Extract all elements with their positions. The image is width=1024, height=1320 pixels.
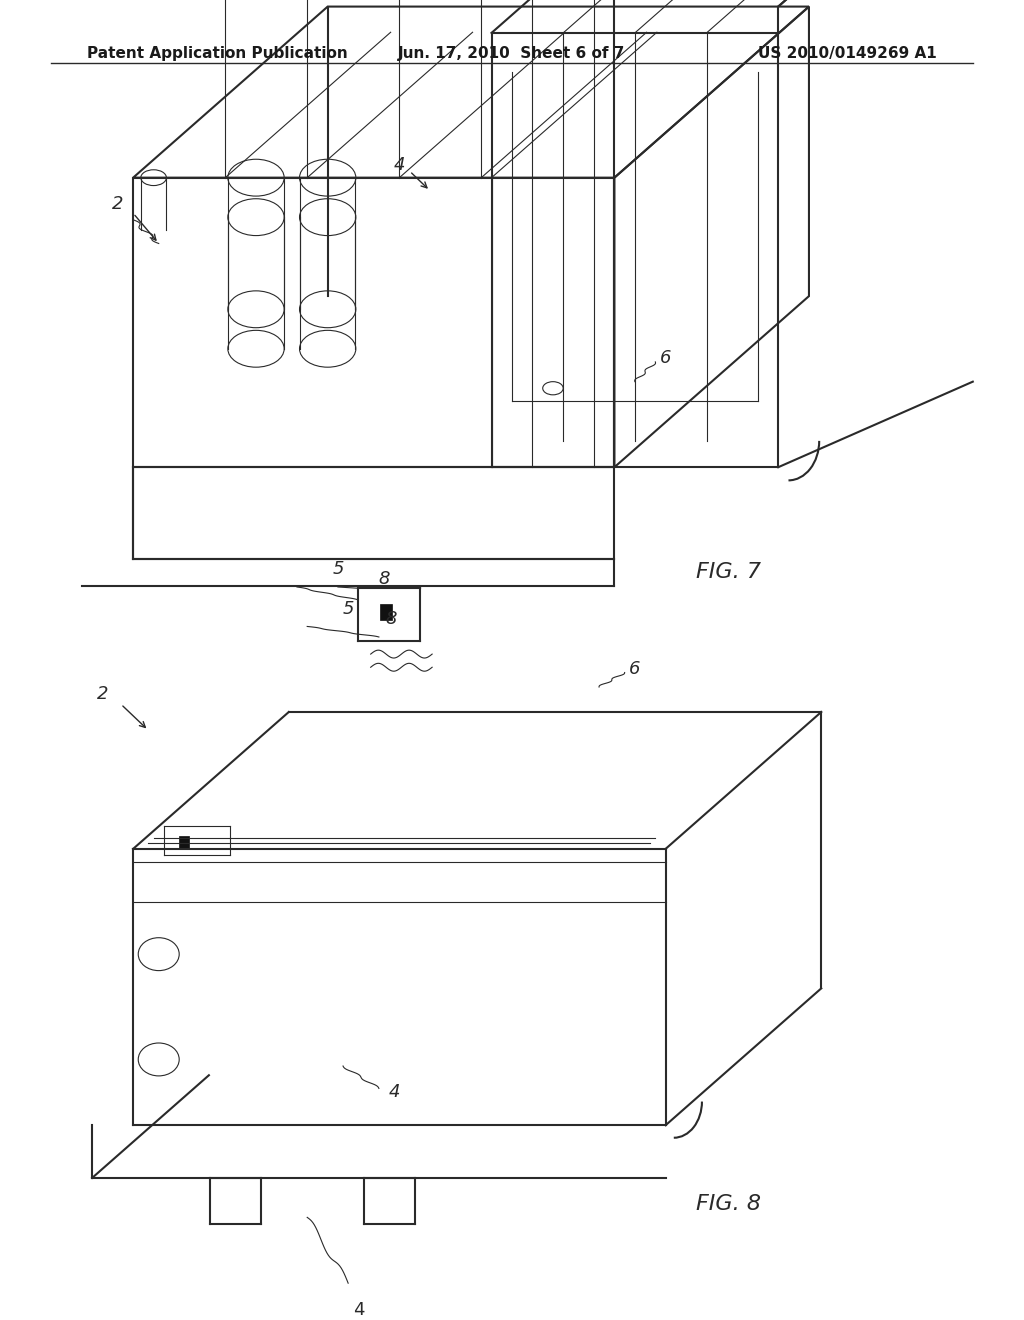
Text: FIG. 7: FIG. 7	[696, 562, 761, 582]
Text: US 2010/0149269 A1: US 2010/0149269 A1	[758, 46, 937, 61]
Text: 2: 2	[96, 685, 109, 702]
Polygon shape	[179, 836, 189, 849]
Text: 4: 4	[393, 156, 406, 173]
Text: 4: 4	[388, 1084, 400, 1101]
Text: 8: 8	[378, 570, 390, 589]
Text: 2: 2	[112, 195, 124, 213]
Text: Patent Application Publication: Patent Application Publication	[87, 46, 348, 61]
Text: 4: 4	[352, 1300, 365, 1319]
Text: 6: 6	[659, 348, 672, 367]
Text: 5: 5	[332, 560, 344, 578]
Text: 6: 6	[629, 660, 641, 677]
Text: 8: 8	[385, 610, 397, 627]
Text: FIG. 8: FIG. 8	[696, 1195, 761, 1214]
Polygon shape	[380, 605, 392, 620]
Text: Jun. 17, 2010  Sheet 6 of 7: Jun. 17, 2010 Sheet 6 of 7	[398, 46, 626, 61]
Text: 5: 5	[342, 601, 354, 618]
